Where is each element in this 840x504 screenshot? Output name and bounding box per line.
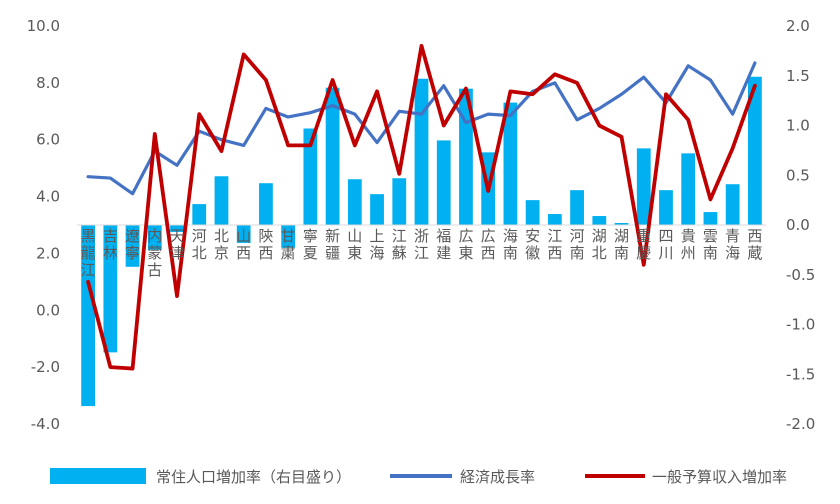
bar-山東 bbox=[347, 179, 362, 225]
bar-貴州 bbox=[681, 153, 696, 225]
bar-黒龍江 bbox=[81, 225, 95, 407]
legend-swatch-population bbox=[50, 468, 146, 484]
bar-福建 bbox=[436, 140, 451, 225]
bar-湖南 bbox=[614, 223, 629, 225]
category-labels: 黒龍江吉林遼寧内蒙古天津河北北京山西陝西甘粛寧夏新疆山東上海江蘇浙江福建広東広西… bbox=[81, 227, 763, 279]
bar-陝西 bbox=[259, 183, 273, 225]
bar-新疆 bbox=[325, 87, 340, 225]
category-label: 上海 bbox=[370, 227, 385, 262]
left-tick-label: 6.0 bbox=[36, 131, 60, 149]
right-tick-label: 0.0 bbox=[786, 216, 810, 234]
bar-湖北 bbox=[592, 216, 607, 225]
category-label: 江西 bbox=[547, 227, 562, 262]
category-label: 吉林 bbox=[103, 227, 118, 262]
bar-天津 bbox=[170, 225, 184, 232]
chart-lines bbox=[86, 44, 757, 371]
bar-海南 bbox=[503, 102, 518, 225]
category-label: 重慶 bbox=[636, 227, 651, 262]
bar-青海 bbox=[725, 184, 740, 225]
left-tick-label: 0.0 bbox=[36, 301, 60, 319]
category-label: 遼寧 bbox=[125, 227, 140, 262]
right-tick-label: -0.5 bbox=[786, 266, 815, 284]
bar-重慶 bbox=[636, 148, 651, 225]
category-label: 天津 bbox=[170, 227, 185, 262]
category-label: 安徽 bbox=[525, 227, 540, 262]
right-tick-label: -2.0 bbox=[786, 415, 815, 433]
category-label: 広東 bbox=[458, 227, 473, 262]
line-revenue-growth bbox=[86, 44, 757, 371]
category-label: 陝西 bbox=[258, 227, 273, 262]
category-label: 青海 bbox=[725, 227, 740, 262]
left-tick-label: -4.0 bbox=[31, 415, 60, 433]
bar-甘粛 bbox=[281, 225, 296, 248]
bar-雲南 bbox=[703, 212, 718, 225]
right-tick-label: 2.0 bbox=[786, 17, 810, 35]
bar-寧夏 bbox=[303, 128, 318, 225]
legend-label-gdp-growth: 経済成長率 bbox=[460, 468, 535, 486]
category-label: 雲南 bbox=[703, 227, 718, 262]
category-label: 河北 bbox=[192, 227, 207, 262]
bar-河北 bbox=[192, 204, 207, 225]
left-tick-label: 8.0 bbox=[36, 74, 60, 92]
right-tick-label: -1.5 bbox=[786, 365, 815, 383]
category-label: 山東 bbox=[347, 227, 362, 262]
right-tick-label: 1.5 bbox=[786, 67, 810, 85]
category-label: 四川 bbox=[658, 227, 673, 262]
category-label: 福建 bbox=[436, 227, 451, 262]
bar-北京 bbox=[214, 176, 229, 225]
bar-西蔵 bbox=[748, 76, 762, 225]
left-axis-ticks: -4.0 -2.0 0.0 2.0 4.0 6.0 8.0 10.0 bbox=[27, 17, 60, 433]
bar-遼寧 bbox=[125, 225, 140, 267]
bar-上海 bbox=[370, 194, 384, 225]
category-label: 新疆 bbox=[325, 227, 340, 262]
right-tick-label: 0.5 bbox=[786, 166, 810, 184]
right-tick-label: -1.0 bbox=[786, 316, 815, 334]
category-label: 江蘇 bbox=[392, 227, 407, 262]
legend-label-population: 常住人口増加率（右目盛り） bbox=[156, 468, 351, 486]
right-tick-label: 1.0 bbox=[786, 117, 810, 135]
category-label: 河南 bbox=[570, 227, 585, 262]
legend: 常住人口増加率（右目盛り） 経済成長率 一般予算収入増加率 bbox=[50, 468, 787, 486]
bar-安徽 bbox=[525, 200, 540, 226]
bar-江西 bbox=[547, 214, 562, 225]
category-label: 浙江 bbox=[414, 227, 429, 262]
right-axis-ticks: -2.0 -1.5 -1.0 -0.5 0.0 0.5 1.0 1.5 2.0 bbox=[786, 17, 815, 433]
bar-吉林 bbox=[103, 225, 118, 353]
category-label: 甘粛 bbox=[281, 227, 296, 262]
bar-内蒙古 bbox=[147, 225, 162, 250]
category-label: 寧夏 bbox=[303, 227, 318, 262]
bar-四川 bbox=[659, 190, 673, 225]
left-tick-label: 4.0 bbox=[36, 188, 60, 206]
legend-label-revenue-growth: 一般予算収入増加率 bbox=[652, 468, 787, 486]
category-label: 広西 bbox=[481, 227, 496, 262]
bar-河南 bbox=[570, 190, 584, 225]
bar-浙江 bbox=[414, 78, 429, 225]
category-label: 内蒙古 bbox=[147, 227, 162, 279]
line-gdp-growth bbox=[86, 61, 757, 196]
category-label: 山西 bbox=[236, 227, 251, 262]
category-label: 黒龍江 bbox=[81, 227, 96, 279]
category-label: 貴州 bbox=[681, 227, 696, 262]
left-tick-label: 10.0 bbox=[27, 17, 60, 35]
left-tick-label: 2.0 bbox=[36, 244, 60, 262]
left-tick-label: -2.0 bbox=[31, 358, 60, 376]
bar-山西 bbox=[236, 225, 251, 243]
category-label: 海南 bbox=[503, 227, 518, 262]
category-label: 西蔵 bbox=[747, 227, 762, 262]
category-label: 湖南 bbox=[614, 227, 629, 262]
bar-江蘇 bbox=[392, 178, 407, 225]
category-label: 湖北 bbox=[592, 227, 607, 262]
category-label: 北京 bbox=[214, 227, 229, 262]
